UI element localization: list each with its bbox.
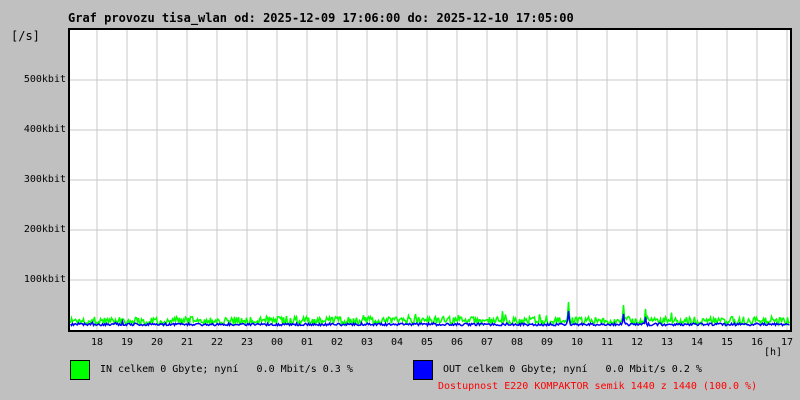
- out-legend-label: OUT celkem 0 Gbyte; nyní 0.0 Mbit/s 0.2 …: [443, 364, 702, 375]
- traffic-chart: [70, 30, 790, 330]
- x-axis-tick-label: 02: [330, 337, 344, 348]
- out-traffic-line: [70, 310, 790, 328]
- x-axis-unit-label: [h]: [764, 347, 783, 358]
- x-axis-tick-label: 09: [540, 337, 554, 348]
- x-axis-tick-label: 21: [180, 337, 194, 348]
- out-legend-swatch: [413, 360, 433, 380]
- graph-title: Graf provozu tisa_wlan od: 2025-12-09 17…: [68, 11, 574, 25]
- x-axis-tick-label: 13: [660, 337, 674, 348]
- x-axis-tick-label: 22: [210, 337, 224, 348]
- x-axis-tick-label: 01: [300, 337, 314, 348]
- in-legend-label: IN celkem 0 Gbyte; nyní 0.0 Mbit/s 0.3 %: [100, 364, 353, 375]
- plot-area: [68, 28, 792, 332]
- y-axis-tick-label: 500kbit: [23, 74, 66, 85]
- y-axis-tick-label: 200kbit: [23, 224, 66, 235]
- y-axis-unit-label: [/s]: [11, 29, 40, 43]
- x-axis-tick-label: 04: [390, 337, 404, 348]
- in-legend-swatch: [70, 360, 90, 380]
- x-axis-tick-label: 10: [570, 337, 584, 348]
- x-axis-tick-label: 20: [150, 337, 164, 348]
- x-axis-tick-label: 11: [600, 337, 614, 348]
- x-axis-tick-label: 17: [780, 337, 794, 348]
- in-traffic-line: [70, 301, 790, 328]
- availability-text: Dostupnost E220 KOMPAKTOR semik 1440 z 1…: [438, 381, 758, 392]
- x-axis-tick-label: 16: [750, 337, 764, 348]
- x-axis-tick-label: 19: [120, 337, 134, 348]
- x-axis-tick-label: 08: [510, 337, 524, 348]
- x-axis-tick-label: 12: [630, 337, 644, 348]
- y-axis-tick-label: 400kbit: [23, 124, 66, 135]
- y-axis-tick-label: 100kbit: [23, 274, 66, 285]
- x-axis-tick-label: 15: [720, 337, 734, 348]
- x-axis-tick-label: 03: [360, 337, 374, 348]
- x-axis-tick-label: 05: [420, 337, 434, 348]
- y-axis-tick-label: 300kbit: [23, 174, 66, 185]
- x-axis-tick-label: 07: [480, 337, 494, 348]
- x-axis-tick-label: 23: [240, 337, 254, 348]
- x-axis-tick-label: 06: [450, 337, 464, 348]
- x-axis-tick-label: 14: [690, 337, 704, 348]
- x-axis-tick-label: 18: [90, 337, 104, 348]
- x-axis-tick-label: 00: [270, 337, 284, 348]
